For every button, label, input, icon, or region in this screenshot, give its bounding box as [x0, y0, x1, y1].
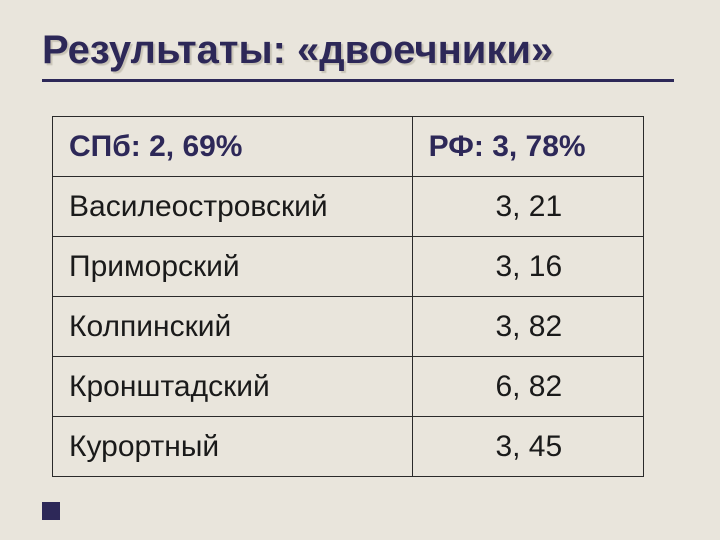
header-cell-right: РФ: 3, 78% [412, 117, 643, 177]
cell-value: 3, 16 [412, 237, 643, 297]
slide: Результаты: «двоечники» СПб: 2, 69% РФ: … [0, 0, 720, 540]
table-row: Василеостровский 3, 21 [53, 177, 644, 237]
accent-square-icon [42, 502, 60, 520]
cell-value: 3, 82 [412, 297, 643, 357]
cell-district: Василеостровский [53, 177, 413, 237]
cell-value: 3, 45 [412, 417, 643, 477]
page-title: Результаты: «двоечники» [42, 28, 678, 73]
table-row: Кронштадский 6, 82 [53, 357, 644, 417]
table-header-row: СПб: 2, 69% РФ: 3, 78% [53, 117, 644, 177]
cell-district: Колпинский [53, 297, 413, 357]
title-wrap: Результаты: «двоечники» [42, 28, 678, 82]
title-underline [42, 79, 674, 82]
cell-district: Приморский [53, 237, 413, 297]
header-cell-left: СПб: 2, 69% [53, 117, 413, 177]
cell-value: 3, 21 [412, 177, 643, 237]
cell-value: 6, 82 [412, 357, 643, 417]
table-row: Колпинский 3, 82 [53, 297, 644, 357]
table-row: Курортный 3, 45 [53, 417, 644, 477]
cell-district: Курортный [53, 417, 413, 477]
table-wrap: СПб: 2, 69% РФ: 3, 78% Василеостровский … [42, 116, 678, 477]
table-row: Приморский 3, 16 [53, 237, 644, 297]
results-table: СПб: 2, 69% РФ: 3, 78% Василеостровский … [52, 116, 644, 477]
cell-district: Кронштадский [53, 357, 413, 417]
